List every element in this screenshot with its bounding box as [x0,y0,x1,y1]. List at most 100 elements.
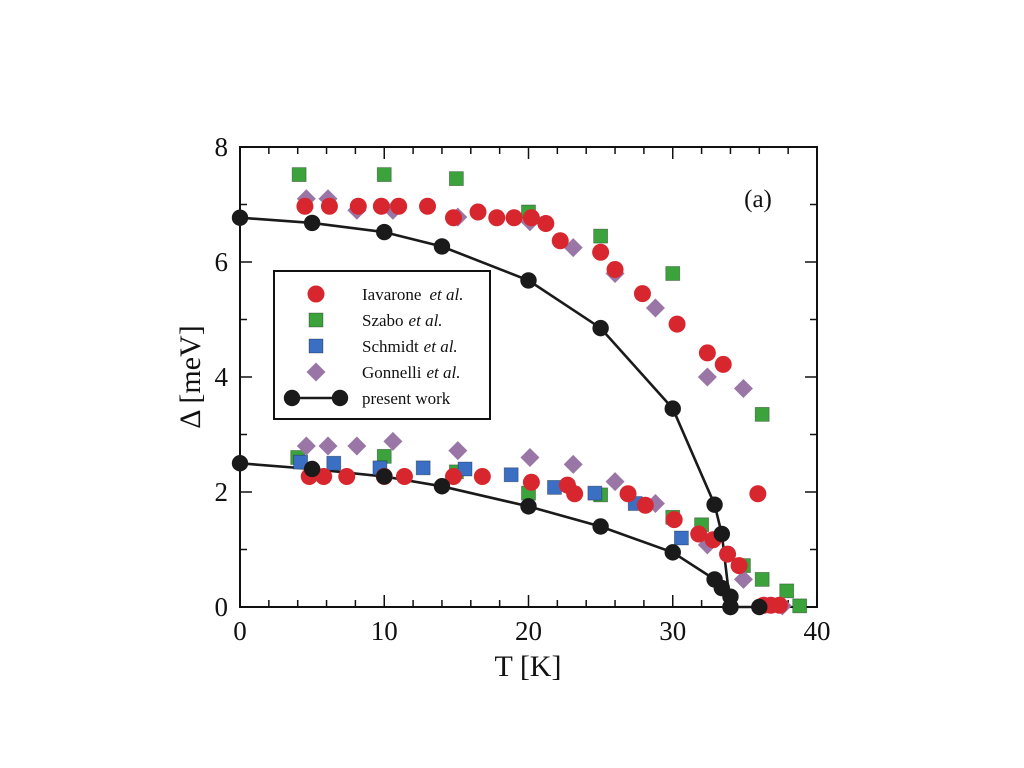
szabo-point [376,167,392,183]
iavarone-point [537,214,555,232]
szabo-point [792,598,808,614]
y-axis-label: Δ [meV] [174,325,207,428]
iavarone-point [390,197,408,215]
present-work-point [376,223,393,241]
gonnelli-point [733,569,753,589]
gonnelli-point [296,436,316,456]
legend-symbol-szabo [308,312,324,328]
iavarone-point [730,557,748,575]
legend-symbol-schmidt [308,338,324,354]
iavarone-point [770,596,788,614]
iavarone-point [719,545,737,563]
legend-label-schmidt: Schmidt et al. [362,337,458,356]
legend-symbol-iavarone [307,285,325,303]
gonnelli-point [605,472,625,492]
iavarone-point [395,467,413,485]
iavarone-point [296,197,314,215]
panel-label: (a) [744,186,772,213]
iavarone-point [714,355,732,373]
schmidt-point [587,485,603,501]
iavarone-point [636,496,654,514]
y-tick-label: 2 [215,477,229,507]
gonnelli-point [563,238,583,258]
x-tick-label: 10 [371,616,398,646]
legend-label-iavarone: Iavarone et al. [362,285,463,304]
x-axis-label: T [K] [495,650,562,683]
iavarone-point [690,525,708,543]
legend-symbol-gonnelli [306,362,326,382]
present-work-point [231,209,249,226]
present-work-point [664,544,681,561]
present-work-point [751,598,768,616]
schmidt-point [415,460,431,476]
gonnelli-point [520,448,540,467]
y-tick-label: 6 [215,247,229,277]
iavarone-point [444,209,462,227]
schmidt-point [293,454,308,470]
present-work-point [303,460,321,478]
iavarone-point [372,197,390,215]
legend-label-gonnelli: Gonnelli et al. [362,363,461,382]
present-work-point [303,214,321,232]
present-work-point [520,498,537,515]
legend-symbols [283,285,349,407]
present-work-line [239,216,732,608]
iavarone-point [349,197,367,215]
y-tick-label: 8 [215,132,229,162]
gonnelli-point [733,379,753,398]
iavarone-point [320,197,338,215]
schmidt-point [503,467,519,483]
legend-symbol-present-left [283,389,301,407]
iavarone-point [665,511,683,529]
szabo-point [448,171,464,187]
data-markers [231,167,808,616]
schmidt-point [674,530,689,546]
schmidt-point [457,461,473,477]
y-tick-label: 4 [215,362,229,392]
gonnelli-point [318,436,338,456]
x-tick-label: 0 [233,616,247,646]
present-work-point [706,496,723,513]
y-tick-label: 0 [215,592,229,622]
x-tick-label: 40 [804,616,831,646]
szabo-point [665,266,681,281]
iavarone-point [551,232,569,250]
gonnelli-point [645,298,665,318]
present-work-point [520,272,537,289]
present-work-point [664,400,681,417]
iavarone-point [522,473,540,491]
iavarone-point [444,467,462,485]
gonnelli-point [347,436,367,456]
present-work-point [433,238,451,255]
present-work-point [722,598,739,616]
szabo-point [754,572,770,587]
szabo-point [291,167,307,183]
iavarone-point [606,260,624,278]
present-work-point [376,468,393,485]
present-work-point [433,478,451,495]
iavarone-point [488,209,506,227]
iavarone-point [668,315,686,333]
iavarone-point [633,285,651,303]
tick-labels: 0 10 20 30 40 0 2 4 6 8 [215,132,831,646]
gonnelli-point [448,441,468,461]
iavarone-point [592,243,610,261]
iavarone-point [419,197,437,215]
iavarone-point [619,485,637,503]
iavarone-point [749,485,767,503]
iavarone-point [473,467,491,485]
x-tick-label: 30 [659,616,686,646]
iavarone-point [566,485,584,503]
iavarone-point [522,209,540,227]
gonnelli-point [383,431,403,451]
szabo-point [779,583,795,599]
iavarone-point [469,203,487,221]
szabo-point [754,406,770,422]
iavarone-point [698,344,716,362]
gonnelli-point [563,454,583,474]
iavarone-point [505,209,523,227]
present-work-point [592,319,609,337]
gonnelli-point [697,367,717,387]
legend-symbol-present-right [331,389,349,407]
present-work-point [231,455,249,472]
